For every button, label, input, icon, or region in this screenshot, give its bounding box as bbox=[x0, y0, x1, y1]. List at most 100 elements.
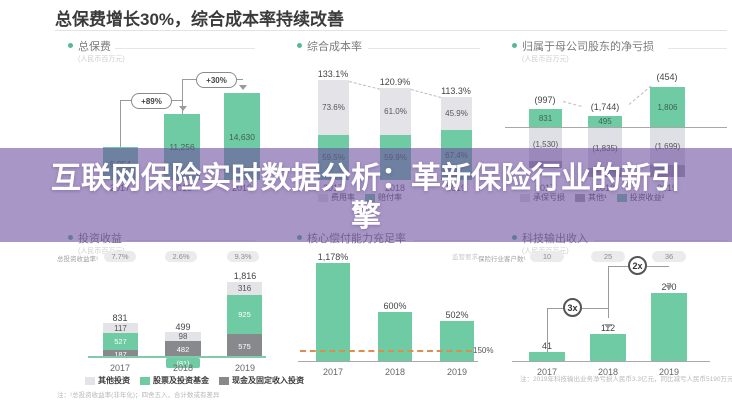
tech-bar-2019 bbox=[651, 293, 687, 362]
expense-segment-2017: 73.6% bbox=[318, 80, 349, 135]
growth-connector-line bbox=[120, 100, 121, 147]
threshold-label: 150% bbox=[473, 346, 494, 355]
x-label: 2018 bbox=[597, 367, 619, 377]
growth-connector-line bbox=[547, 308, 548, 352]
customers-pill-2019: 36 bbox=[652, 251, 686, 262]
invincome-bar-2018: 495 bbox=[588, 116, 622, 127]
growth-badge-89: +89% bbox=[131, 93, 172, 109]
segment-label: 316 bbox=[237, 284, 252, 293]
combined-total-2019: 113.3% bbox=[441, 86, 471, 96]
combined-total-2017: 133.1% bbox=[317, 69, 349, 79]
customers-pill-2018: 25 bbox=[591, 251, 625, 262]
arrow-down-icon bbox=[665, 285, 673, 290]
title-underline bbox=[368, 48, 480, 49]
segment-label: 1,806 bbox=[657, 102, 678, 112]
segment-label: 575 bbox=[238, 341, 251, 351]
netloss-total-2019: (454) bbox=[656, 72, 678, 82]
segment-label: 61.0% bbox=[384, 107, 407, 116]
segment-label: 925 bbox=[238, 310, 251, 319]
chart-title-net-loss: 归属于母公司股东的净亏损 bbox=[522, 41, 654, 53]
chart-title-combined-ratio: 综合成本率 bbox=[307, 41, 362, 53]
x-label: 2019 bbox=[234, 363, 256, 373]
bullet-dot-icon bbox=[512, 43, 517, 48]
x-label: 2018 bbox=[384, 367, 406, 377]
expense-segment-2019: 45.9% bbox=[441, 97, 472, 130]
solvency-value-2019: 502% bbox=[445, 310, 469, 320]
tech-bar-2018 bbox=[590, 334, 626, 362]
yield-row-label: 总投资收益率¹ bbox=[57, 256, 99, 263]
other-inv-segment-2017: 117 bbox=[103, 323, 138, 333]
solvency-value-2017: 1,178% bbox=[317, 252, 349, 262]
segment-label: 187 bbox=[114, 350, 127, 358]
invincome-bar-2019: 1,806 bbox=[650, 87, 685, 127]
solvency-bar-2017 bbox=[316, 263, 350, 362]
multiplier-badge-2x: 2x bbox=[628, 256, 647, 275]
growth-connector-line bbox=[182, 79, 183, 114]
bullet-dot-icon bbox=[68, 43, 73, 48]
investment-legend: 其他投资 股票及投资基金 现金及固定收入投资 bbox=[85, 375, 304, 386]
legend-label: 股票及投资基金 bbox=[153, 376, 209, 385]
investment-total-2017: 831 bbox=[112, 313, 128, 323]
title-underline bbox=[668, 48, 727, 49]
headline-line1: 互联网保险实时数据分析：革新保险行业的新引 bbox=[51, 162, 681, 195]
legend-item: 股票及投资基金 bbox=[140, 375, 209, 386]
page-title: 总保费增长30%，综合成本率持续改善 bbox=[55, 10, 345, 29]
baseline-axis bbox=[512, 361, 710, 362]
customers-pill-2017: 10 bbox=[530, 251, 564, 262]
baseline-axis bbox=[88, 356, 266, 358]
segment-label: 98 bbox=[178, 332, 188, 341]
segment-label: 482 bbox=[176, 345, 190, 354]
netloss-total-2017: (997) bbox=[534, 95, 556, 105]
netloss-total-2018: (1,744) bbox=[590, 102, 620, 112]
cash-segment-2017: 187 bbox=[103, 350, 138, 358]
growth-connector-line bbox=[608, 266, 609, 318]
yield-pill-2018: 2.6% bbox=[165, 251, 197, 262]
combined-total-2018: 120.9% bbox=[379, 77, 411, 87]
legend-swatch-icon bbox=[140, 376, 150, 385]
other-inv-segment-2019: 316 bbox=[227, 282, 262, 295]
segment-label: 495 bbox=[598, 117, 612, 126]
equity-segment-2019: 925 bbox=[227, 295, 262, 334]
solvency-bar-2019 bbox=[440, 321, 474, 362]
premium-bar-label: 14,630 bbox=[229, 131, 255, 142]
premium-bar-label: 11,256 bbox=[169, 142, 195, 152]
yield-pill-2019: 9.3% bbox=[227, 251, 259, 262]
investment-footnote: 注：¹总投资收益率(非年化)；四舍五入，合计数或有差异 bbox=[57, 392, 220, 399]
invincome-bar-2017: 831 bbox=[529, 109, 562, 127]
investment-total-2018: 499 bbox=[175, 322, 191, 332]
arrow-down-icon bbox=[604, 324, 612, 329]
title-underline bbox=[115, 48, 255, 49]
legend-swatch-icon bbox=[219, 376, 229, 385]
chart-title-premium: 总保费 bbox=[78, 41, 111, 53]
bullet-dot-icon bbox=[297, 43, 302, 48]
x-label: 2018 bbox=[172, 363, 194, 373]
equity-negative-2018: (81) bbox=[166, 358, 200, 368]
segment-label: 117 bbox=[114, 323, 127, 333]
headline-line2: 擎 bbox=[351, 200, 381, 233]
arrow-down-icon bbox=[239, 85, 247, 90]
cash-segment-2019: 575 bbox=[227, 334, 262, 358]
x-label: 2019 bbox=[658, 367, 680, 377]
growth-badge-30: +30% bbox=[196, 72, 237, 88]
segment-label: 45.9% bbox=[445, 109, 468, 118]
headline-overlay-banner: 互联网保险实时数据分析：革新保险行业的新引 擎 bbox=[0, 148, 732, 242]
multiplier-badge-3x: 3x bbox=[563, 298, 582, 317]
expense-segment-2018: 61.0% bbox=[380, 88, 411, 135]
legend-item: 现金及固定收入投资 bbox=[219, 375, 304, 386]
legend-label: 现金及固定收入投资 bbox=[232, 376, 304, 385]
equity-segment-2017: 527 bbox=[103, 333, 138, 350]
segment-label: (1,530) bbox=[532, 140, 559, 149]
zero-axis-line bbox=[505, 127, 727, 128]
other-inv-segment-2018: 98 bbox=[165, 332, 201, 341]
threshold-dash-line bbox=[300, 350, 472, 352]
yield-pill-2017: 7.7% bbox=[104, 251, 136, 262]
cash-segment-2018: 482 bbox=[165, 341, 201, 358]
arrow-down-icon bbox=[179, 106, 187, 111]
segment-label: 527 bbox=[114, 337, 127, 346]
tech-value-2017: 41 bbox=[517, 341, 577, 351]
trend-dash-line bbox=[628, 85, 652, 105]
baseline-axis bbox=[298, 361, 478, 362]
segment-label: (1,699) bbox=[654, 142, 681, 151]
legend-label: 其他投资 bbox=[98, 376, 130, 385]
